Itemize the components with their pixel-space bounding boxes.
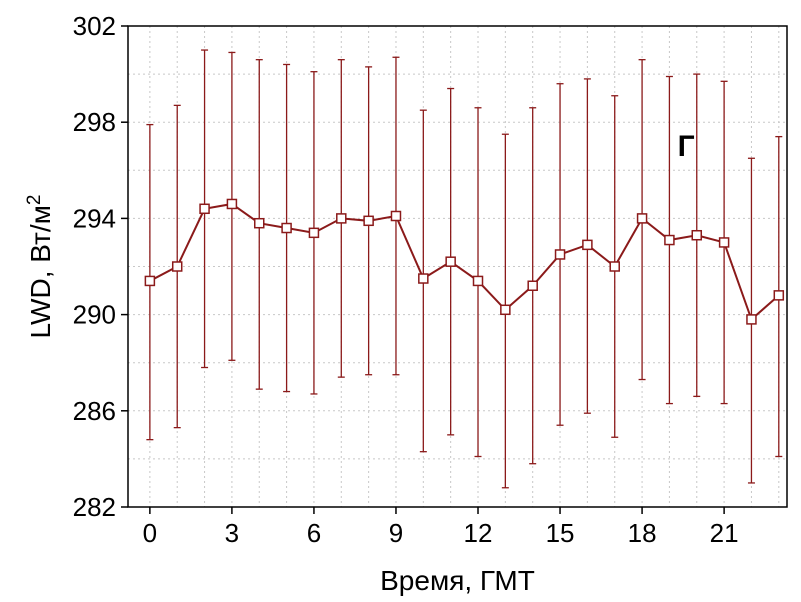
y-tick-label: 282	[73, 492, 116, 522]
y-tick-label: 286	[73, 396, 116, 426]
data-point	[472, 275, 484, 287]
y-axis-title-superscript: 2	[24, 195, 45, 206]
data-point	[718, 237, 730, 248]
panel-label: Г	[678, 130, 695, 163]
data-point	[254, 217, 265, 229]
data-point	[144, 275, 156, 287]
data-point	[527, 280, 538, 291]
data-point	[171, 261, 183, 272]
data-point	[226, 198, 238, 210]
x-tick-label: 3	[225, 518, 239, 548]
y-axis-title-text: LWD, Вт/м	[25, 205, 56, 338]
data-point	[664, 234, 675, 246]
x-tick-label: 21	[710, 518, 739, 548]
data-point	[582, 239, 593, 251]
plot-area	[127, 25, 788, 508]
data-point	[308, 227, 320, 239]
data-point	[746, 314, 757, 325]
y-tick-label: 290	[73, 300, 116, 330]
data-point	[363, 215, 374, 227]
data-points	[144, 198, 785, 325]
data-point	[636, 213, 648, 224]
y-axis-ticks: 282 286 290 294 298 302	[73, 11, 128, 522]
y-tick-label: 298	[73, 107, 116, 137]
y-axis-title: LWD, Вт/м2	[24, 195, 56, 339]
y-tick-label: 294	[73, 203, 116, 233]
data-point	[336, 213, 347, 224]
data-point	[691, 229, 703, 241]
x-tick-label: 6	[307, 518, 321, 548]
x-tick-label: 18	[628, 518, 657, 548]
x-tick-label: 0	[143, 518, 157, 548]
data-point	[390, 210, 402, 222]
data-point	[773, 290, 785, 301]
data-point	[554, 249, 566, 260]
x-tick-label: 15	[546, 518, 575, 548]
data-point	[418, 273, 429, 284]
x-axis-title: Время, ГМТ	[380, 565, 535, 596]
series-line	[149, 202, 780, 322]
error-bars	[146, 49, 783, 489]
data-point	[199, 203, 210, 215]
x-axis-ticks: 0 3 6 9 12 15 18 21	[143, 507, 739, 548]
data-point	[500, 304, 511, 316]
data-point	[609, 261, 620, 272]
data-point	[445, 256, 456, 267]
data-point	[281, 222, 292, 234]
x-tick-label: 9	[389, 518, 403, 548]
x-tick-label: 12	[464, 518, 493, 548]
y-tick-label: 302	[73, 11, 116, 41]
